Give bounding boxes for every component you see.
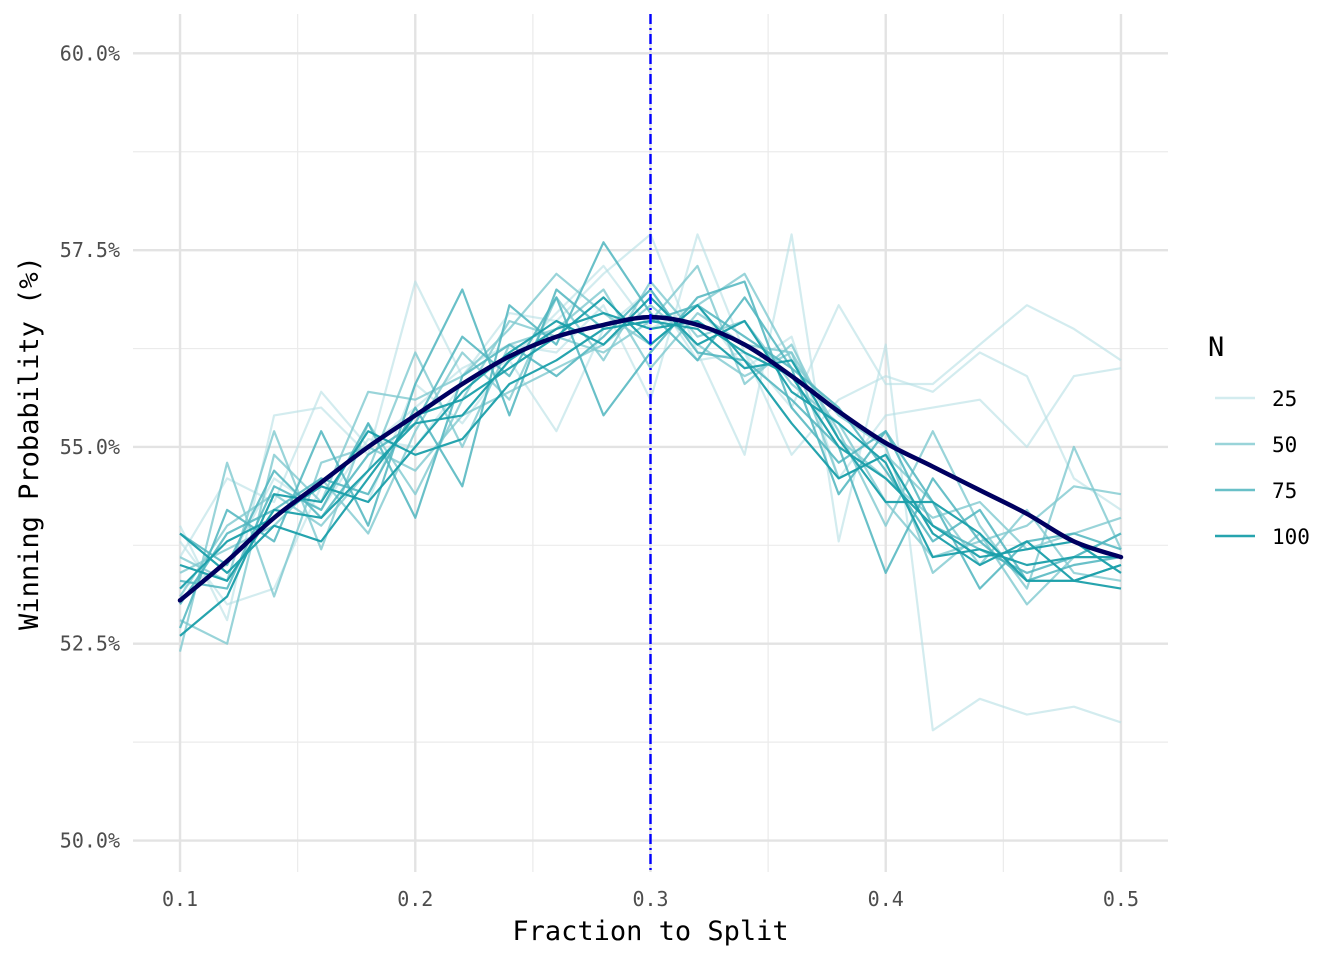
y-tick-label: 60.0% xyxy=(60,41,120,65)
legend-label-100: 100 xyxy=(1272,525,1310,549)
legend: N 25 50 75 100 xyxy=(1208,332,1310,549)
y-tick-label: 57.5% xyxy=(60,238,120,262)
x-tick-label: 0.2 xyxy=(397,887,433,911)
series-line-n100 xyxy=(179,296,1122,590)
y-axis-ticks: 50.0% 52.5% 55.0% 57.5% 60.0% xyxy=(60,41,120,852)
y-tick-label: 50.0% xyxy=(60,829,120,853)
legend-label-25: 25 xyxy=(1272,387,1297,411)
y-tick-label: 55.0% xyxy=(60,435,120,459)
x-axis-title: Fraction to Split xyxy=(512,916,788,947)
legend-title: N xyxy=(1208,332,1224,363)
x-tick-label: 0.5 xyxy=(1103,887,1139,911)
legend-label-50: 50 xyxy=(1272,433,1297,457)
y-tick-label: 52.5% xyxy=(60,632,120,656)
x-tick-label: 0.3 xyxy=(632,887,668,911)
legend-entries: 25 50 75 100 xyxy=(1215,387,1310,549)
x-tick-label: 0.4 xyxy=(868,887,904,911)
series-line-n75 xyxy=(179,280,1122,575)
x-tick-label: 0.1 xyxy=(162,887,198,911)
y-axis-title: Winning Probability (%) xyxy=(14,256,45,630)
series-line-n50 xyxy=(178,304,1122,652)
x-axis-ticks: 0.1 0.2 0.3 0.4 0.5 xyxy=(162,887,1139,911)
legend-label-75: 75 xyxy=(1272,479,1297,503)
